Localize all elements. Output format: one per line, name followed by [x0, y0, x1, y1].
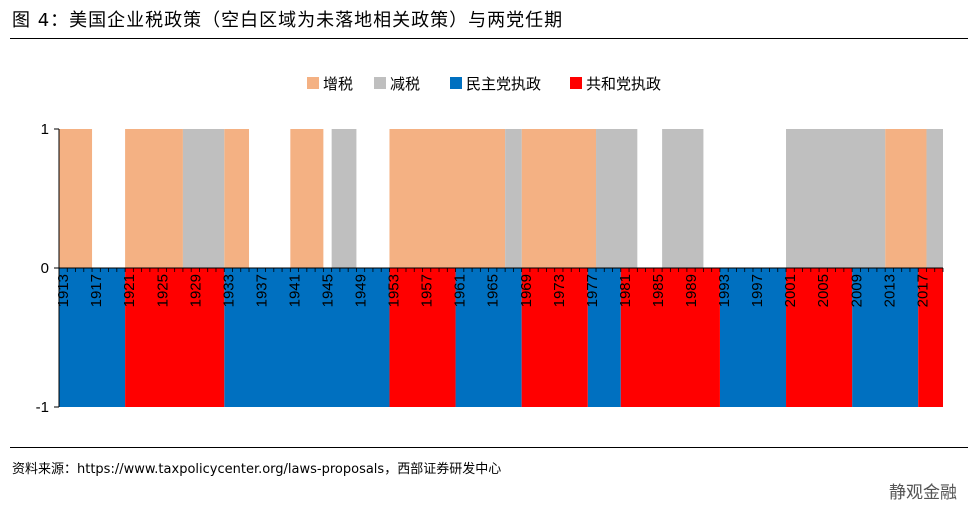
x-tick-label: 1961 — [452, 274, 469, 307]
x-tick-label: 1973 — [551, 274, 568, 307]
bar-cut-1967-1969 — [505, 129, 522, 268]
x-tick-label: 1941 — [286, 274, 303, 307]
legend-label-democrat: 民主党执政 — [466, 76, 541, 93]
bar-increase-1921-1928 — [125, 129, 183, 268]
bar-republican-2017-2020 — [918, 268, 943, 407]
x-tick-label: 1997 — [749, 274, 766, 307]
x-tick-label: 1949 — [353, 274, 370, 307]
chart-legend: 增税 减税 民主党执政 共和党执政 — [307, 76, 661, 93]
x-tick-label: 2009 — [848, 274, 865, 307]
x-tick-label: 1937 — [253, 274, 270, 307]
y-tick-label: -1 — [36, 399, 49, 416]
y-tick-label: 1 — [41, 121, 49, 138]
bar-cut-1986-1991 — [662, 129, 704, 268]
x-tick-label: 1989 — [683, 274, 700, 307]
y-tick-label: 0 — [41, 260, 49, 277]
bar-increase-1969-1978 — [521, 129, 597, 268]
x-tick-label: 1917 — [88, 274, 105, 307]
x-tick-label: 1993 — [716, 274, 733, 307]
bar-republican-2001-2009 — [786, 268, 853, 407]
bar-democrat-1993-2001 — [719, 268, 787, 407]
legend-swatch-democrat — [450, 77, 462, 89]
x-tick-label: 1921 — [121, 274, 138, 307]
bar-cut-2001-2013 — [786, 129, 886, 268]
x-tick-label: 1913 — [55, 274, 72, 307]
bar-increase-1941-1945 — [290, 129, 324, 268]
bar-republican-1953-1961 — [389, 268, 456, 407]
chart-axes: 1 0 -1 1913 1917 1921 1925 1929 1933 1937 1941 1945… — [36, 121, 944, 416]
x-tick-label: 2017 — [914, 274, 931, 307]
x-tick-label: 1945 — [320, 274, 337, 307]
x-tick-label: 2005 — [815, 274, 832, 307]
legend-label-cut: 减税 — [390, 76, 420, 93]
source-note: 资料来源：https://www.taxpolicycenter.org/law… — [12, 462, 502, 477]
x-tick-label: 1981 — [617, 274, 634, 307]
x-tick-label: 1969 — [518, 274, 535, 307]
x-tick-label: 1933 — [220, 274, 237, 307]
x-tick-label: 1953 — [386, 274, 403, 307]
chart-bars — [59, 129, 943, 407]
bar-increase-1933-1936 — [224, 129, 250, 268]
watermark: 静观金融 — [889, 483, 957, 503]
bar-democrat-1913-1921 — [59, 268, 126, 407]
x-tick-label: 1925 — [154, 274, 171, 307]
bar-democrat-1933-1953 — [224, 268, 390, 407]
bar-democrat-1961-1969 — [455, 268, 522, 407]
source-divider — [10, 447, 968, 448]
x-tick-label: 1929 — [187, 274, 204, 307]
bar-democrat-1977-1981 — [587, 268, 621, 407]
x-tick-label: 2013 — [881, 274, 898, 307]
bar-increase-1953-1967 — [389, 129, 506, 268]
bar-republican-1921-1933 — [125, 268, 225, 407]
figure-title: 图 4：美国企业税政策（空白区域为未落地相关政策）与两党任期 — [12, 10, 564, 31]
bar-cut-2018-2020 — [926, 129, 943, 268]
legend-swatch-republican — [570, 77, 582, 89]
x-tick-label: 2001 — [782, 274, 799, 307]
x-tick-label: 1985 — [650, 274, 667, 307]
bar-increase-1913-1917 — [59, 129, 93, 268]
bar-cut-1928-1933 — [182, 129, 225, 268]
bar-republican-1981-1993 — [620, 268, 720, 407]
bar-republican-1969-1977 — [521, 268, 588, 407]
x-tick-label: 1977 — [584, 274, 601, 307]
bar-cut-1946-1949 — [331, 129, 357, 268]
bar-cut-1978-1983 — [596, 129, 638, 268]
x-tick-label: 1957 — [419, 274, 436, 307]
bar-democrat-2009-2017 — [852, 268, 919, 407]
legend-swatch-cut — [374, 77, 386, 89]
legend-label-increase: 增税 — [323, 76, 353, 93]
bar-increase-2013-2018 — [885, 129, 927, 268]
title-divider — [10, 38, 968, 39]
legend-swatch-increase — [307, 77, 319, 89]
x-tick-label: 1965 — [485, 274, 502, 307]
legend-label-republican: 共和党执政 — [586, 76, 661, 93]
